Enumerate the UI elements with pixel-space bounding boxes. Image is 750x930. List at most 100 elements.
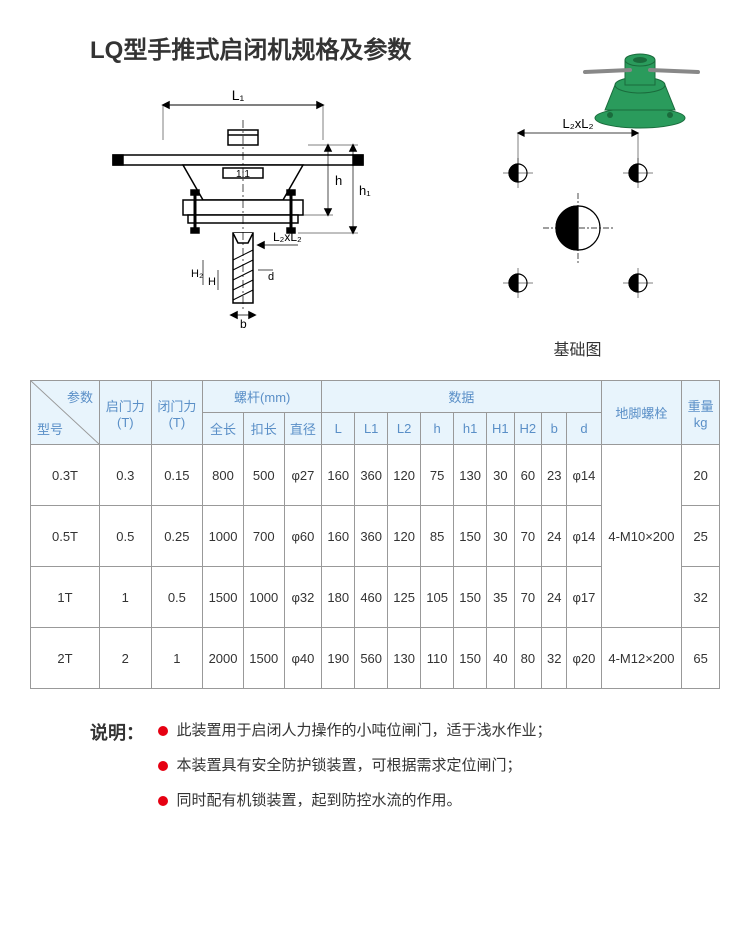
table-cell: 24 [542, 506, 567, 567]
th-data-3: h [421, 413, 454, 445]
table-cell: 130 [454, 445, 487, 506]
table-cell: 105 [421, 567, 454, 628]
table-cell: 460 [355, 567, 388, 628]
table-cell: 2000 [203, 628, 244, 689]
th-open: 启门力 (T) [100, 381, 152, 445]
foundation-caption: 基础图 [478, 336, 678, 360]
th-close: 闭门力 (T) [151, 381, 203, 445]
table-cell: 0.3T [31, 445, 100, 506]
note-item: 本装置具有安全防护锁装置，可根据需求定位闸门； [158, 754, 551, 775]
th-screw-1: 扣长 [243, 413, 284, 445]
table-cell: 30 [487, 445, 515, 506]
table-cell: 2T [31, 628, 100, 689]
svg-text:b: b [240, 317, 247, 331]
table-cell: 120 [388, 506, 421, 567]
note-item: 同时配有机锁装置，起到防控水流的作用。 [158, 789, 551, 810]
th-screw-0: 全长 [203, 413, 244, 445]
th-params: 参数 [67, 387, 93, 406]
th-data-8: d [567, 413, 601, 445]
table-cell: 1500 [243, 628, 284, 689]
table-cell: 80 [514, 628, 542, 689]
table-cell: 65 [682, 628, 720, 689]
diagram-section: L₁ 1:1 [30, 85, 720, 360]
svg-text:H₂: H₂ [191, 268, 203, 280]
table-cell: 1000 [203, 506, 244, 567]
table-cell: φ14 [567, 445, 601, 506]
svg-text:L₁: L₁ [231, 87, 244, 103]
table-cell: 110 [421, 628, 454, 689]
spec-table: 参数 型号 启门力 (T) 闭门力 (T) 螺杆(mm) 数据 地脚螺栓 重量 … [30, 380, 720, 689]
table-cell: 360 [355, 445, 388, 506]
th-data-4: h1 [454, 413, 487, 445]
table-cell: 1 [100, 567, 152, 628]
table-cell: 160 [322, 506, 355, 567]
table-cell: 560 [355, 628, 388, 689]
table-cell: φ60 [284, 506, 322, 567]
bullet-icon [158, 796, 168, 806]
anchor-cell: 4-M12×200 [601, 628, 682, 689]
foundation-diagram: L₂xL₂ [478, 113, 678, 360]
table-cell: φ20 [567, 628, 601, 689]
th-data-0: L [322, 413, 355, 445]
table-cell: 2 [100, 628, 152, 689]
table-cell: 360 [355, 506, 388, 567]
anchor-cell: 4-M10×200 [601, 445, 682, 628]
table-cell: φ32 [284, 567, 322, 628]
th-anchor: 地脚螺栓 [601, 381, 682, 445]
th-data: 数据 [322, 381, 601, 413]
th-data-2: L2 [388, 413, 421, 445]
table-cell: 70 [514, 506, 542, 567]
table-cell: 190 [322, 628, 355, 689]
bullet-icon [158, 761, 168, 771]
table-cell: 0.5 [100, 506, 152, 567]
table-cell: 1T [31, 567, 100, 628]
table-cell: 0.5 [151, 567, 203, 628]
svg-text:h: h [335, 173, 342, 188]
table-cell: φ14 [567, 506, 601, 567]
table-cell: 125 [388, 567, 421, 628]
table-cell: 150 [454, 628, 487, 689]
th-screw: 螺杆(mm) [203, 381, 322, 413]
table-row: 2T2120001500φ40190560130110150408032φ204… [31, 628, 720, 689]
table-cell: 32 [542, 628, 567, 689]
table-cell: 32 [682, 567, 720, 628]
table-cell: 1000 [243, 567, 284, 628]
svg-text:L₂xL₂: L₂xL₂ [562, 116, 593, 131]
svg-text:d: d [268, 271, 274, 283]
table-cell: 75 [421, 445, 454, 506]
table-cell: φ27 [284, 445, 322, 506]
table-cell: 20 [682, 445, 720, 506]
table-cell: 25 [682, 506, 720, 567]
table-cell: 0.15 [151, 445, 203, 506]
bullet-icon [158, 726, 168, 736]
table-cell: 700 [243, 506, 284, 567]
side-view-diagram: L₁ 1:1 [73, 85, 393, 360]
th-data-5: H1 [487, 413, 515, 445]
table-cell: 180 [322, 567, 355, 628]
table-cell: 35 [487, 567, 515, 628]
table-cell: 130 [388, 628, 421, 689]
th-model: 型号 [37, 419, 63, 438]
table-cell: 1 [151, 628, 203, 689]
table-cell: 120 [388, 445, 421, 506]
table-cell: 40 [487, 628, 515, 689]
table-cell: 70 [514, 567, 542, 628]
table-cell: 1500 [203, 567, 244, 628]
table-cell: 150 [454, 506, 487, 567]
th-screw-2: 直径 [284, 413, 322, 445]
table-cell: 0.25 [151, 506, 203, 567]
table-cell: 160 [322, 445, 355, 506]
table-cell: 0.5T [31, 506, 100, 567]
table-cell: φ17 [567, 567, 601, 628]
notes-section: 说明： 此装置用于启闭人力操作的小吨位闸门，适于浅水作业；本装置具有安全防护锁装… [90, 719, 720, 824]
note-item: 此装置用于启闭人力操作的小吨位闸门，适于浅水作业； [158, 719, 551, 740]
th-weight: 重量 kg [682, 381, 720, 445]
table-cell: 24 [542, 567, 567, 628]
table-cell: 150 [454, 567, 487, 628]
table-cell: 500 [243, 445, 284, 506]
table-cell: 60 [514, 445, 542, 506]
table-cell: 30 [487, 506, 515, 567]
svg-text:h₁: h₁ [359, 183, 371, 198]
table-cell: 85 [421, 506, 454, 567]
table-cell: 23 [542, 445, 567, 506]
